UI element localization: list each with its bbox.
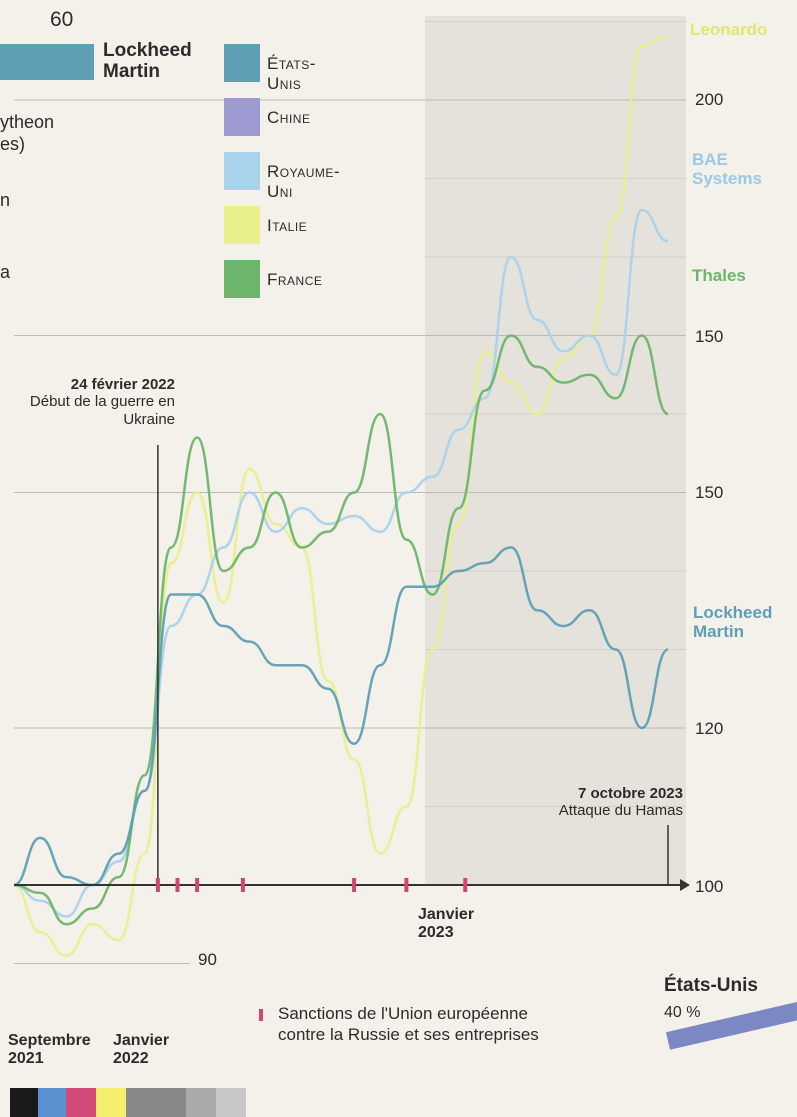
- x-label-jan-2023: Janvier 2023: [418, 906, 475, 941]
- sanction-marker: [404, 878, 409, 892]
- color-strip-swatch: [186, 1088, 216, 1117]
- sanction-marker: [240, 878, 245, 892]
- hamas-date: 7 octobre 2023: [577, 785, 683, 802]
- war-date: 24 février 2022: [70, 376, 175, 393]
- color-strip-swatch: [66, 1088, 96, 1117]
- series-label-lockheed: Lockheed Martin: [693, 603, 773, 641]
- legend-swatch: [224, 206, 260, 244]
- legend-swatch: [224, 98, 260, 136]
- x-label-jan-2022: Janvier 2022: [113, 1032, 170, 1067]
- sanction-marker-icon: [259, 1009, 263, 1021]
- axis-arrow-icon: [680, 879, 690, 891]
- color-strip-swatch: [38, 1088, 66, 1117]
- series-label-thales: Thales: [692, 266, 746, 285]
- y-tick-label: 120: [695, 719, 724, 738]
- legend-swatch: [224, 260, 260, 298]
- war-annotation: 24 février 2022 Début de la guerre en Uk…: [10, 376, 175, 429]
- color-strip-swatch: [216, 1088, 246, 1117]
- legend-label: Chine: [267, 108, 311, 127]
- color-strip-swatch: [10, 1088, 38, 1117]
- war-text: Début de la guerre en Ukraine: [29, 393, 175, 428]
- sanction-marker: [155, 878, 160, 892]
- color-calibration-strip: [10, 1088, 246, 1117]
- sanction-marker: [195, 878, 200, 892]
- sanction-marker: [175, 878, 180, 892]
- y-tick-label: 200: [695, 90, 724, 109]
- hamas-text: Attaque du Hamas: [558, 802, 683, 819]
- series-label-leonardo: Leonardo: [690, 20, 768, 39]
- legend-swatch: [224, 44, 260, 82]
- color-strip-swatch: [126, 1088, 186, 1117]
- cut-label-raytheon: ytheon: [0, 112, 55, 132]
- sanction-marker: [463, 878, 468, 892]
- color-strip-swatch: [96, 1088, 126, 1117]
- y-tick-label: 150: [695, 327, 724, 346]
- cut-label-n: n: [0, 190, 11, 210]
- us-share-value: 40 %: [664, 1004, 701, 1021]
- lockheed-size-label: Lockheed Martin: [103, 40, 192, 82]
- legend-label: Italie: [267, 216, 308, 235]
- legend-swatch: [224, 152, 260, 190]
- x-label-sep-2021: Septembre 2021: [8, 1032, 91, 1067]
- y-tick-label: 100: [695, 877, 724, 896]
- series-line: [13, 546, 669, 887]
- size-scale-tick: 60: [50, 8, 74, 31]
- legend-label: États-Unis: [267, 54, 316, 93]
- series-line: [13, 35, 669, 957]
- sanction-marker: [352, 878, 357, 892]
- legend-label: France: [267, 270, 323, 289]
- shaded-band: [425, 16, 686, 886]
- y-tick-label-90: 90: [198, 950, 217, 969]
- sanctions-key-text: Sanctions de l'Union européenne contre l…: [278, 1004, 539, 1044]
- us-share-label: États-Unis: [664, 975, 758, 996]
- y-tick-label: 150: [695, 483, 724, 502]
- event-markers: [14, 445, 690, 892]
- series-lines: [13, 35, 669, 957]
- series-label-bae: BAE Systems: [692, 150, 762, 188]
- series-line: [13, 334, 669, 926]
- hamas-annotation: 7 octobre 2023 Attaque du Hamas: [480, 785, 683, 820]
- cut-label-es: es): [0, 134, 26, 154]
- legend-label: Royaume-Uni: [267, 162, 341, 201]
- cut-label-a: a: [0, 262, 11, 282]
- gridlines: [14, 16, 686, 964]
- lockheed-size-bar: [0, 44, 94, 80]
